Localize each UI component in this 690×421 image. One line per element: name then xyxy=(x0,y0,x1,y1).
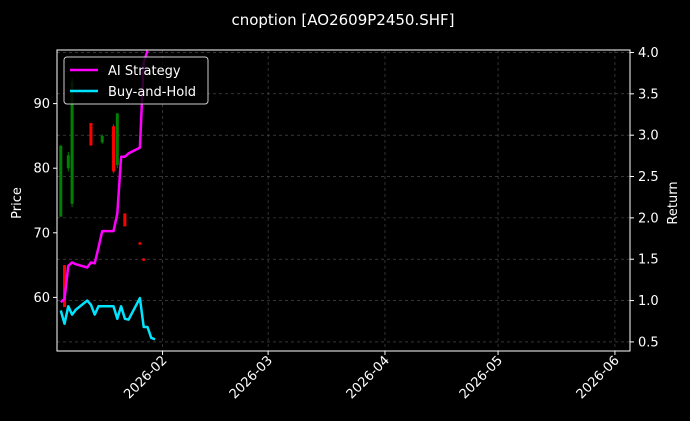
legend: AI Strategy Buy-and-Hold xyxy=(63,56,209,105)
x-tick-label-3: 2026-05 xyxy=(457,353,506,402)
y2-tick-label-7: 4.0 xyxy=(638,46,659,61)
y2-tick-label-3: 2.0 xyxy=(638,211,659,226)
x-tick-label-0: 2026-02 xyxy=(121,353,170,402)
y-tick-label-0: 60 xyxy=(33,291,50,306)
candle-body-6 xyxy=(112,126,116,172)
y2-tick-label-4: 2.5 xyxy=(638,170,659,185)
series-lines xyxy=(59,50,156,341)
candle-body-9 xyxy=(138,242,142,245)
candle-body-0 xyxy=(59,145,63,217)
y2-tick-label-5: 3.0 xyxy=(638,129,659,144)
y-tick-label-2: 80 xyxy=(33,162,50,177)
candles xyxy=(59,77,146,308)
y-axis-label: Price xyxy=(10,187,25,219)
y2-tick-label-0: 0.5 xyxy=(638,335,659,350)
y-axis-left: 60 70 80 90 xyxy=(33,97,57,306)
y2-tick-label-6: 3.5 xyxy=(638,87,659,102)
x-tick-label-2: 2026-04 xyxy=(344,353,393,402)
legend-box xyxy=(63,56,209,105)
candle-body-4 xyxy=(89,122,93,146)
legend-label-ai-strategy: AI Strategy xyxy=(108,64,181,79)
y-tick-label-1: 70 xyxy=(33,226,50,241)
candle-body-7 xyxy=(115,113,119,165)
y2-axis-label: Return xyxy=(666,181,681,224)
y-axis-right: 0.5 1.0 1.5 2.0 2.5 3.0 3.5 4.0 xyxy=(630,46,659,350)
plot-frame xyxy=(56,49,631,352)
chart-title: cnoption [AO2609P2450.SHF] xyxy=(231,11,454,29)
candle-body-3 xyxy=(70,81,74,204)
x-tick-label-1: 2026-03 xyxy=(227,353,276,402)
candle-body-2 xyxy=(66,155,70,169)
candle-body-10 xyxy=(142,258,146,261)
legend-label-buy-and-hold: Buy-and-Hold xyxy=(108,85,196,100)
y-tick-label-3: 90 xyxy=(33,97,50,112)
candle-body-1 xyxy=(63,265,67,308)
series-line-buy-and-hold xyxy=(59,296,156,341)
y2-tick-label-1: 1.0 xyxy=(638,294,659,309)
candle-body-5 xyxy=(100,135,104,143)
x-axis: 2026-02 2026-03 2026-04 2026-05 2026-06 xyxy=(121,351,623,402)
x-tick-label-4: 2026-06 xyxy=(574,353,623,402)
candle-body-8 xyxy=(123,213,127,227)
y2-tick-label-2: 1.5 xyxy=(638,253,659,268)
series-line-ai-strategy xyxy=(59,50,149,304)
